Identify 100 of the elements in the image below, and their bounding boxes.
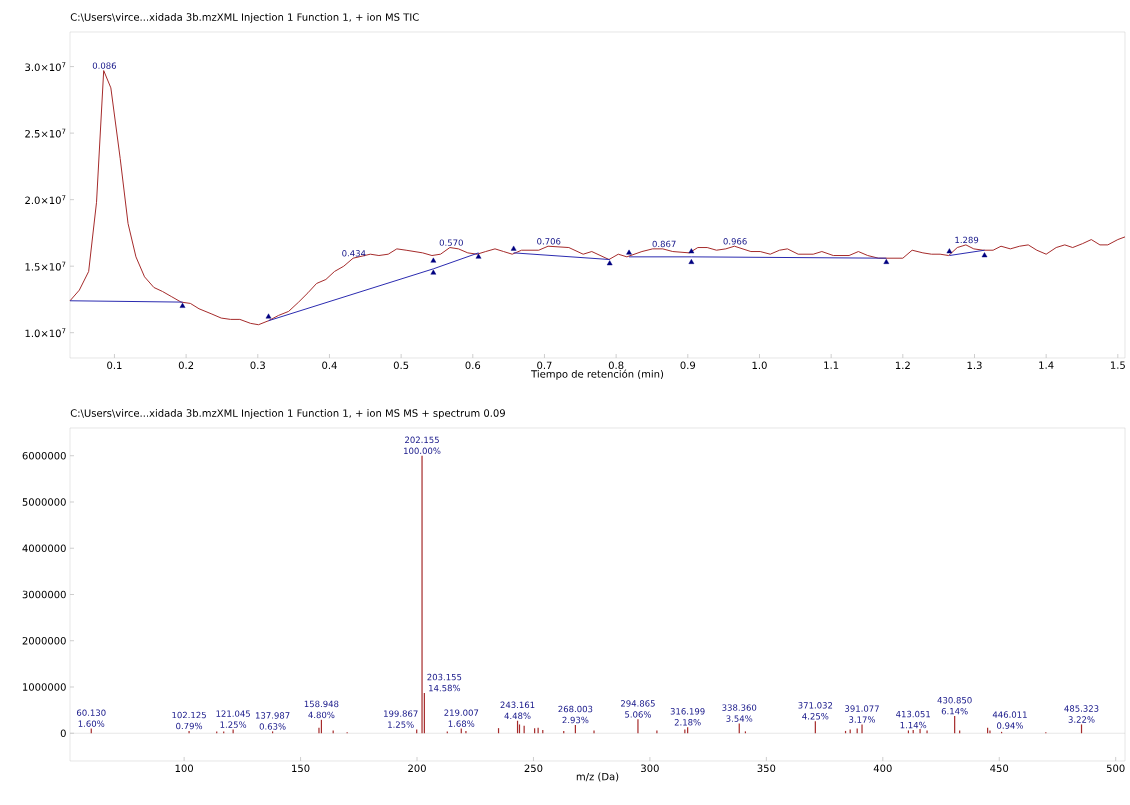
- y-tick-label: 3.0×10$^{7}$: [25, 62, 66, 72]
- x-tick-label: 100: [175, 764, 194, 773]
- annotation: 158.948: [304, 700, 339, 708]
- annotation: 2.93%: [562, 716, 589, 724]
- point: [430, 257, 437, 263]
- annotation: 219.007: [444, 709, 479, 716]
- annotation: 1.68%: [448, 720, 475, 727]
- annotation: 3.17%: [849, 716, 876, 723]
- x-tick-label: 1.4: [1039, 361, 1054, 369]
- annotation: 3.22%: [1068, 716, 1095, 723]
- annotation: 294.865: [621, 700, 655, 707]
- annotation: 2.18%: [674, 719, 701, 726]
- x-tick-label: 1.2: [895, 361, 910, 369]
- y-tick-label: 2000000: [22, 636, 66, 645]
- x-tick-label: 1.0: [752, 361, 767, 370]
- y-tick-label: 2.5×10$^{7}$: [25, 128, 66, 138]
- point: [606, 260, 613, 266]
- point: [179, 302, 186, 308]
- annotation: 14.58%: [429, 684, 461, 692]
- point: [626, 249, 632, 255]
- annotation: 1.289: [955, 236, 979, 244]
- annotation: 0.706: [537, 238, 561, 245]
- annotation: 391.077: [845, 705, 879, 712]
- x-axis-title: m/z (Da): [576, 772, 619, 782]
- x-tick-label: 0.9: [680, 361, 696, 370]
- x-tick-label: 450: [990, 764, 1009, 773]
- y-tick-label: 6000000: [22, 451, 66, 460]
- x-tick-label: 500: [1106, 764, 1125, 773]
- annotation: 137.987: [255, 712, 290, 719]
- annotation: 338.360: [722, 704, 757, 711]
- y-tick-label: 4000000: [22, 544, 66, 553]
- annotation: 413.051: [896, 710, 930, 718]
- chart-title: C:\Users\virce...xidada 3b.mzXML Injection 1 Function 1, + ion MS MS + spectrum 0.09: [70, 409, 505, 419]
- point: [430, 269, 437, 275]
- x-tick-label: 300: [641, 764, 659, 773]
- point: [265, 313, 272, 319]
- annotation: 4.80%: [308, 711, 335, 719]
- x-axis-title: Tiempo de retención (min): [531, 369, 664, 380]
- annotation: 100.00%: [404, 447, 441, 455]
- annotation: 5.06%: [625, 711, 651, 718]
- annotation: 371.032: [798, 702, 833, 709]
- point: [688, 258, 695, 264]
- annotation: 6.14%: [941, 708, 968, 715]
- x-tick-label: 150: [292, 764, 310, 773]
- annotation: 60.130: [77, 709, 106, 716]
- annotation: 0.086: [92, 62, 117, 69]
- annotation: 0.434: [342, 250, 366, 257]
- annotation: 0.63%: [259, 723, 286, 730]
- annotation: 0.570: [439, 239, 463, 246]
- x-tick-label: 1.3: [967, 361, 982, 370]
- point: [475, 253, 482, 259]
- y-tick-label: 2.0×10$^{7}$: [25, 195, 66, 205]
- annotation: 1.25%: [220, 721, 247, 728]
- annotation: 0.867: [652, 240, 676, 248]
- annotation: 4.25%: [802, 713, 829, 720]
- annotation: 268.003: [558, 705, 593, 713]
- annotation: 203.155: [427, 673, 462, 681]
- y-tick-label: 0: [60, 729, 66, 738]
- annotation: 3.54%: [726, 715, 753, 722]
- y-tick-label: 5000000: [22, 498, 66, 506]
- annotation: 199.867: [384, 710, 418, 717]
- x-tick-label: 1.1: [824, 361, 839, 369]
- x-tick-label: 0.2: [178, 361, 194, 370]
- x-tick-label: 0.7: [537, 361, 552, 370]
- annotation: 1.14%: [900, 721, 927, 729]
- x-tick-label: 1.5: [1110, 361, 1125, 369]
- annotation: 243.161: [500, 701, 535, 709]
- point: [946, 248, 953, 254]
- y-tick-label: 1000000: [23, 683, 66, 691]
- x-tick-label: 400: [873, 764, 892, 773]
- annotation: 316.199: [670, 708, 705, 715]
- annotation: 0.966: [723, 238, 747, 245]
- chart-title: C:\Users\virce...xidada 3b.mzXML Injection 1 Function 1, + ion MS TIC: [70, 13, 419, 23]
- annotation: 102.125: [172, 711, 206, 719]
- point: [883, 258, 890, 264]
- point: [688, 248, 695, 254]
- x-tick-label: 0.6: [465, 361, 481, 370]
- annotation: 446.011: [992, 711, 1027, 718]
- y-tick-label: 1.5×10$^{7}$: [25, 261, 66, 271]
- x-tick-label: 200: [408, 764, 426, 773]
- x-tick-label: 350: [757, 764, 776, 773]
- annotation: 121.045: [216, 710, 250, 717]
- annotation: 485.323: [1064, 705, 1099, 712]
- x-tick-label: 0.5: [393, 361, 409, 370]
- y-tick-label: 1.0×10$^{7}$: [25, 328, 66, 338]
- annotation: 1.60%: [78, 720, 105, 727]
- annotation: 0.79%: [176, 722, 203, 730]
- annotation: 430.850: [937, 697, 972, 704]
- annotation: 0.94%: [997, 722, 1023, 729]
- x-tick-label: 0.4: [322, 361, 337, 370]
- annotation: 1.25%: [388, 721, 414, 728]
- x-tick-label: 0.8: [608, 361, 624, 370]
- point: [981, 252, 988, 258]
- x-tick-label: 0.1: [107, 361, 122, 370]
- annotation: 202.155: [405, 436, 439, 444]
- x-tick-label: 250: [524, 764, 543, 773]
- annotation: 4.48%: [504, 712, 531, 720]
- x-tick-label: 0.3: [250, 361, 265, 370]
- y-tick-label: 3000000: [22, 590, 66, 599]
- point: [510, 245, 517, 251]
